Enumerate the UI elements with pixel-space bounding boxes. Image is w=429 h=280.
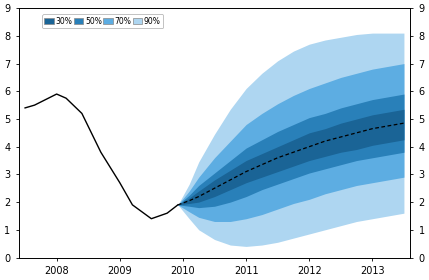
Legend: 30%, 50%, 70%, 90%: 30%, 50%, 70%, 90% [42,15,163,28]
